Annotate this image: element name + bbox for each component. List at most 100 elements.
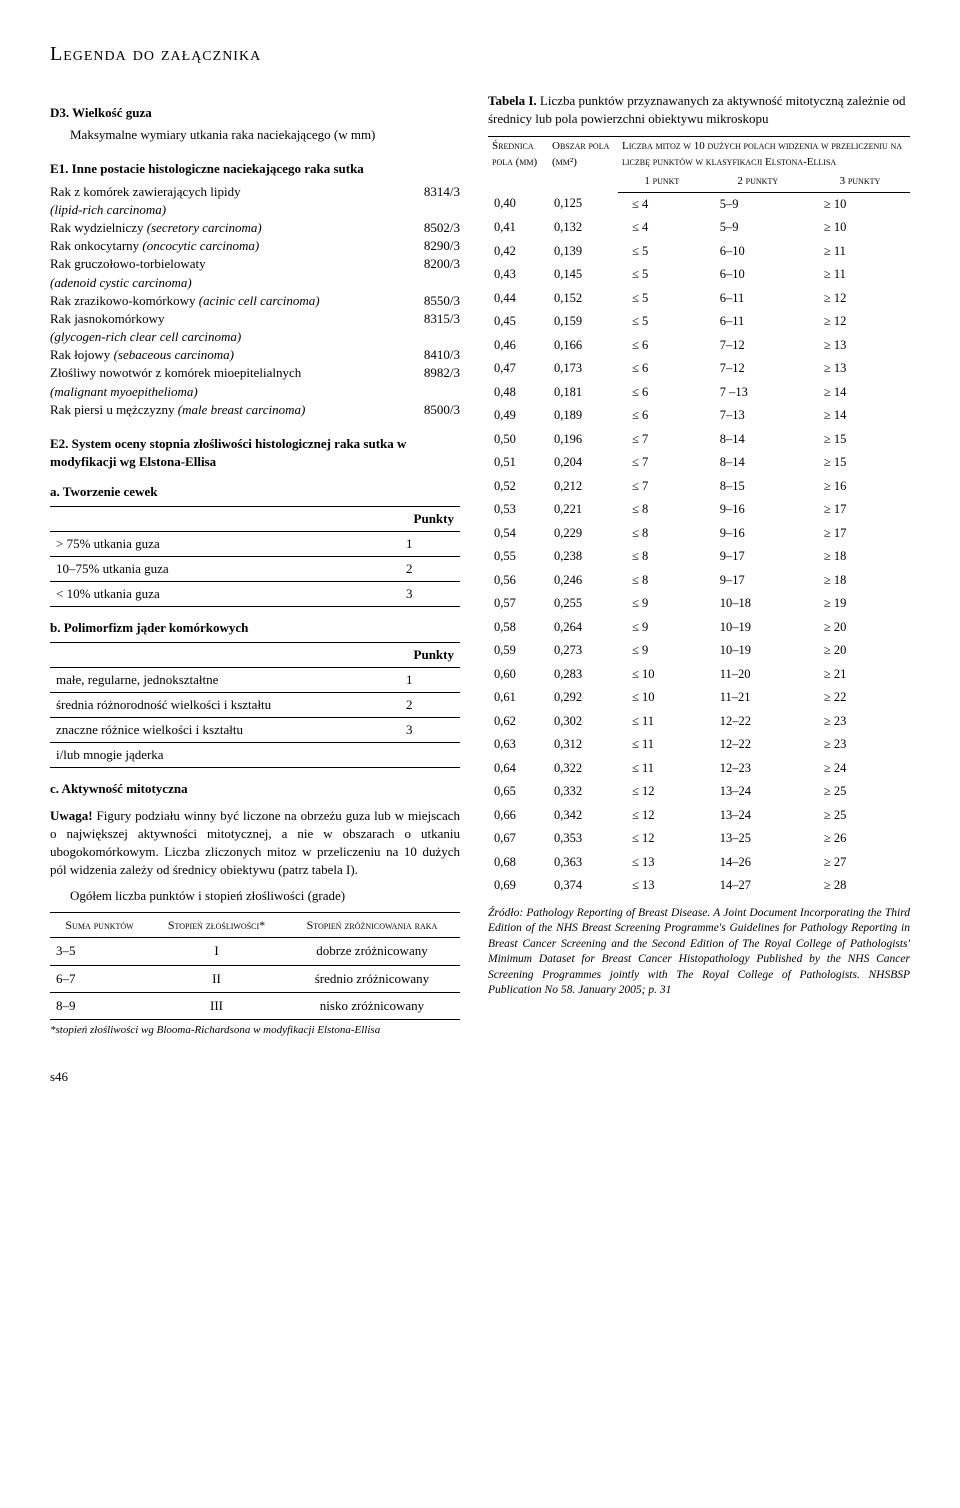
- cell: ≥ 20: [810, 616, 910, 640]
- histology-subname: (adenoid cystic carcinoma): [50, 274, 460, 292]
- msub3: 3 punkty: [810, 172, 910, 192]
- cell: ≤ 7: [618, 428, 706, 452]
- grade-header: Suma punktów: [50, 912, 149, 938]
- table-row: 0,650,332≤ 1213–24≥ 25: [488, 780, 910, 804]
- table-row: 0,610,292≤ 1011–21≥ 22: [488, 686, 910, 710]
- cell: nisko zróżnicowany: [284, 992, 460, 1019]
- ogolem-line: Ogółem liczba punktów i stopień złośliwo…: [70, 887, 460, 905]
- table-row: małe, regularne, jednokształtne1: [50, 667, 460, 692]
- cell: 0,283: [548, 663, 618, 687]
- cell: 0,159: [548, 310, 618, 334]
- msub2: 2 punkty: [706, 172, 810, 192]
- cell: ≤ 5: [618, 240, 706, 264]
- cell: 7–12: [706, 334, 810, 358]
- uwaga-text: Figury podziału winny być liczone na obr…: [50, 808, 460, 878]
- cell-pts: 3: [400, 718, 460, 743]
- cell: 0,322: [548, 757, 618, 781]
- histology-code: 8502/3: [404, 219, 460, 237]
- histology-row: Rak łojowy (sebaceous carcinoma)8410/3: [50, 346, 460, 364]
- section-e2b-label: b. Polimorfizm jąder komórkowych: [50, 619, 460, 637]
- cell: 9–17: [706, 545, 810, 569]
- cell: 0,46: [488, 334, 548, 358]
- cell: 10–19: [706, 616, 810, 640]
- table-row: 0,670,353≤ 1213–25≥ 26: [488, 827, 910, 851]
- cell: 0,44: [488, 287, 548, 311]
- cell: 0,57: [488, 592, 548, 616]
- cell: 8–9: [50, 992, 149, 1019]
- cell: ≤ 11: [618, 733, 706, 757]
- cell: ≤ 4: [618, 192, 706, 216]
- cell: 0,229: [548, 522, 618, 546]
- points-header-a: Punkty: [400, 506, 460, 531]
- histology-code: 8982/3: [404, 364, 460, 382]
- cell-pts: [400, 743, 460, 768]
- cell: ≤ 11: [618, 757, 706, 781]
- cell: 0,61: [488, 686, 548, 710]
- cell: ≥ 19: [810, 592, 910, 616]
- cell: 0,302: [548, 710, 618, 734]
- cell: 0,125: [548, 192, 618, 216]
- table-row: < 10% utkania guza3: [50, 582, 460, 607]
- cell: ≤ 12: [618, 827, 706, 851]
- section-d3-text: Maksymalne wymiary utkania raka naciekaj…: [70, 126, 460, 144]
- cell-desc: średnia różnorodność wielkości i kształt…: [50, 692, 400, 717]
- histology-code: 8290/3: [404, 237, 460, 255]
- cell: ≤ 8: [618, 522, 706, 546]
- cell: 0,196: [548, 428, 618, 452]
- cell: ≤ 8: [618, 569, 706, 593]
- table-row: 0,470,173≤ 67–12≥ 13: [488, 357, 910, 381]
- table-row: 0,430,145≤ 56–10≥ 11: [488, 263, 910, 287]
- histology-name: Rak onkocytarny (oncocytic carcinoma): [50, 237, 404, 255]
- cell: ≥ 28: [810, 874, 910, 898]
- histology-name: Rak zrazikowo-komórkowy (acinic cell car…: [50, 292, 404, 310]
- cell: 0,66: [488, 804, 548, 828]
- cell: 0,52: [488, 475, 548, 499]
- cell: ≥ 12: [810, 310, 910, 334]
- cell: 0,41: [488, 216, 548, 240]
- table-row: 0,640,322≤ 1112–23≥ 24: [488, 757, 910, 781]
- cell: 0,43: [488, 263, 548, 287]
- cell: ≤ 12: [618, 804, 706, 828]
- cell: ≥ 22: [810, 686, 910, 710]
- cell: ≤ 9: [618, 616, 706, 640]
- table-row: 0,590,273≤ 910–19≥ 20: [488, 639, 910, 663]
- cell: ≥ 13: [810, 334, 910, 358]
- histology-code: 8314/3: [404, 183, 460, 201]
- cell: ≤ 5: [618, 263, 706, 287]
- section-e1-label: E1. Inne postacie histologiczne naciekaj…: [50, 160, 460, 178]
- cell: 0,132: [548, 216, 618, 240]
- table-row: 0,660,342≤ 1213–24≥ 25: [488, 804, 910, 828]
- cell: ≥ 12: [810, 287, 910, 311]
- cell: 0,58: [488, 616, 548, 640]
- cell: 0,60: [488, 663, 548, 687]
- page-title: Legenda do załącznika: [50, 40, 910, 68]
- table-row: 10–75% utkania guza2: [50, 556, 460, 581]
- cell: ≤ 13: [618, 851, 706, 875]
- cell: 12–22: [706, 733, 810, 757]
- cell: 5–9: [706, 216, 810, 240]
- cell-desc: znaczne różnice wielkości i kształtu: [50, 718, 400, 743]
- cell: ≤ 8: [618, 498, 706, 522]
- cell-desc: małe, regularne, jednokształtne: [50, 667, 400, 692]
- cell: 0,54: [488, 522, 548, 546]
- table1-caption-label: Tabela I.: [488, 93, 537, 108]
- table1-caption-text: Liczba punktów przyznawanych za aktywnoś…: [488, 93, 906, 126]
- histology-code: 8500/3: [404, 401, 460, 419]
- histology-name: Rak łojowy (sebaceous carcinoma): [50, 346, 404, 364]
- cell: średnio zróżnicowany: [284, 965, 460, 992]
- histology-name: Rak jasnokomórkowy: [50, 310, 404, 328]
- table-row: 0,580,264≤ 910–19≥ 20: [488, 616, 910, 640]
- cell: 0,363: [548, 851, 618, 875]
- cell: 0,62: [488, 710, 548, 734]
- table-row: 0,400,125≤ 45–9≥ 10: [488, 192, 910, 216]
- cell: ≤ 8: [618, 545, 706, 569]
- cell: 9–16: [706, 498, 810, 522]
- cell: 3–5: [50, 938, 149, 965]
- cell: 0,238: [548, 545, 618, 569]
- histology-code: 8200/3: [404, 255, 460, 273]
- histology-row: Rak gruczołowo-torbielowaty8200/3: [50, 255, 460, 273]
- cell: 14–27: [706, 874, 810, 898]
- cell: 11–21: [706, 686, 810, 710]
- cell: 6–7: [50, 965, 149, 992]
- cell-pts: 3: [400, 582, 460, 607]
